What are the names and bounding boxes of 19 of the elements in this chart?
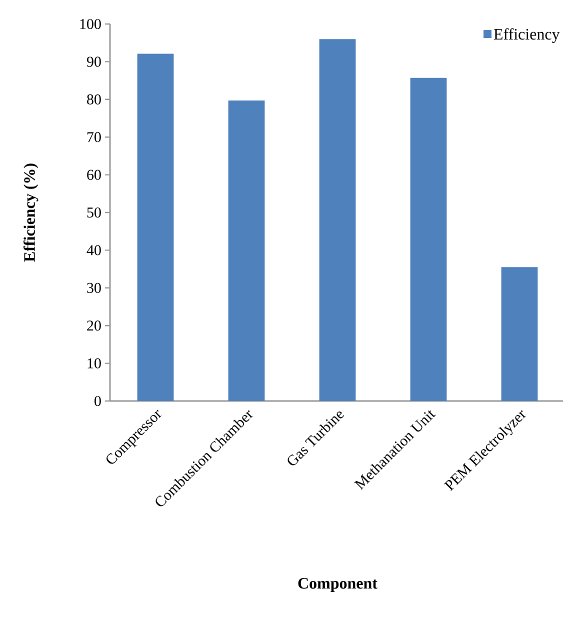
- y-tick-label: 90: [86, 56, 101, 67]
- y-tick-label: 60: [87, 170, 101, 180]
- bar: [319, 39, 356, 402]
- y-tick-label: 70: [87, 132, 101, 142]
- y-tick-label: 20: [87, 320, 101, 331]
- y-tick-label: 30: [87, 282, 101, 293]
- y-tick-label: 50: [87, 207, 101, 218]
- legend-label: Efficiency: [494, 28, 560, 43]
- bar: [501, 267, 538, 402]
- y-tick-label: 0: [94, 396, 101, 406]
- y-tick-label: 100: [80, 18, 101, 30]
- x-axis-title: Component: [298, 578, 378, 592]
- y-tick-label: 80: [87, 94, 101, 104]
- y-tick-label: 10: [88, 358, 101, 368]
- y-tick-label: 40: [86, 245, 101, 256]
- bar: [137, 54, 174, 402]
- y-axis-title: Efficiency (%): [24, 164, 38, 262]
- bar: [410, 78, 447, 402]
- bar: [228, 100, 265, 402]
